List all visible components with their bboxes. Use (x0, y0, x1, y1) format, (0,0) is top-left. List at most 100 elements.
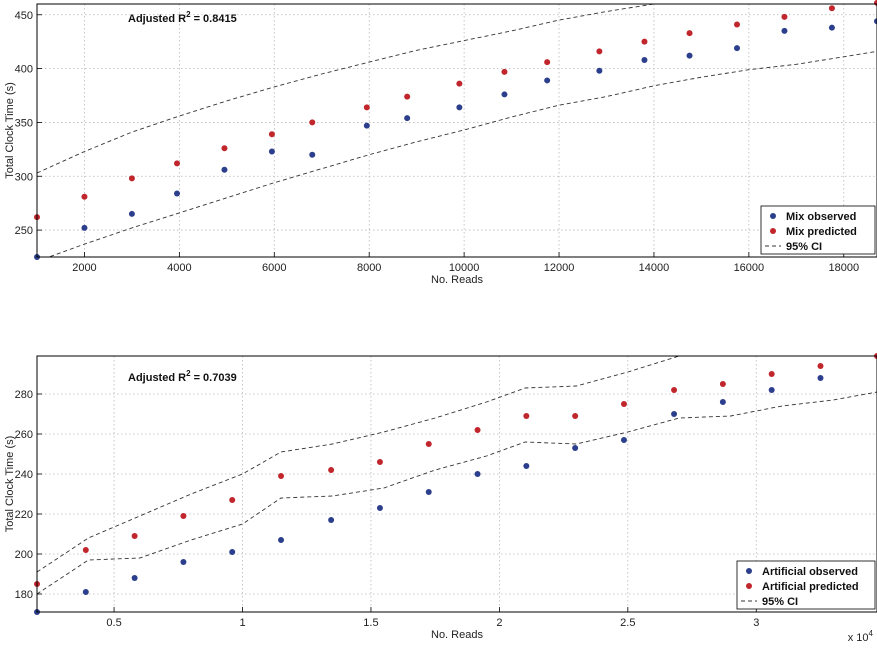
predicted-point (671, 387, 678, 393)
observed-point (474, 471, 481, 477)
x-tick-label: 2000 (72, 262, 96, 274)
predicted-point (523, 413, 530, 419)
legend-mix: Mix observed Mix predicted 95% CI (760, 205, 876, 255)
predicted-point (278, 473, 285, 479)
adjusted-r2-label-mix: Adjusted R2 = 0.8415 (128, 10, 237, 25)
predicted-point (221, 145, 228, 152)
predicted-point (376, 459, 383, 465)
grid-artificial (37, 356, 877, 612)
predicted-point (474, 427, 481, 433)
y-tick-label: 200 (15, 549, 33, 561)
x-tick-label: 18000 (828, 262, 859, 274)
ci-upper-line-mix (37, 4, 658, 174)
legend-marker-predicted-artificial (746, 583, 752, 589)
y-tick-label: 180 (15, 589, 33, 601)
ci-upper-line-artificial (37, 356, 684, 573)
y-axis-label-mix: Total Clock Time (s) (4, 82, 16, 179)
predicted-point (174, 160, 180, 167)
legend-predicted-artificial: Artificial predicted (762, 581, 859, 593)
legend-observed-artificial: Artificial observed (762, 566, 858, 578)
predicted-point (425, 441, 432, 447)
ticks-mix: 2000 4000 6000 8000 10000 12000 14000 16000 1800… (15, 10, 859, 274)
predicted-point (81, 193, 88, 200)
legend-marker-predicted-mix (770, 228, 776, 234)
ticks-artificial: 0.5 1 1.5 2 2.5 3 180 200 220 240 260 280 (15, 389, 760, 629)
ci-band-artificial (37, 356, 877, 595)
predicted-point (229, 497, 236, 503)
r2-value: = 0.8415 (191, 13, 237, 25)
x-tick-label: 4000 (167, 262, 191, 274)
ci-lower-line-mix (47, 50, 877, 257)
observed-point (544, 77, 551, 84)
predicted-point (131, 533, 138, 539)
x-tick-label: 12000 (544, 262, 575, 274)
observed-point (174, 190, 180, 197)
predicted-point (501, 68, 508, 75)
legend-box-artificial (736, 560, 876, 610)
observed-point (768, 387, 775, 393)
legend-artificial: Artificial observed Artificial predicted… (736, 560, 876, 610)
x-tick-label: 14000 (639, 262, 670, 274)
observed-point (128, 210, 135, 217)
x-axis-label-artificial: No. Reads (431, 629, 483, 641)
x-tick-label: 16000 (734, 262, 765, 274)
axes-frame-artificial (36, 355, 877, 613)
x-axis-exponent-label: x 104 (848, 629, 874, 644)
x-tick-label: 2.5 (620, 617, 635, 629)
predicted-point (309, 119, 316, 126)
predicted-point (620, 401, 627, 407)
predicted-point (128, 175, 135, 182)
predicted-point (404, 93, 411, 100)
grid-mix (37, 4, 877, 257)
observed-point (501, 91, 508, 98)
observed-point (523, 463, 530, 469)
r2-sup: 2 (186, 10, 191, 19)
y-tick-label: 300 (15, 171, 33, 183)
r2-value: = 0.7039 (191, 372, 237, 384)
predicted-point (456, 80, 463, 87)
r2-prefix: Adjusted R (128, 372, 186, 384)
ci-lower-line-artificial (37, 391, 877, 595)
x-axis-label-mix: No. Reads (431, 274, 483, 286)
observed-point (781, 27, 788, 34)
observed-point (376, 505, 383, 511)
x-tick-label: 1.5 (363, 617, 378, 629)
observed-point (180, 559, 187, 565)
observed-point (309, 151, 316, 158)
exponent-sup: 4 (869, 629, 874, 638)
observed-point (425, 489, 432, 495)
predicted-point (363, 104, 370, 111)
observed-point (328, 517, 335, 523)
y-tick-label: 240 (15, 469, 33, 481)
legend-ci-mix: 95% CI (786, 241, 822, 253)
predicted-point (596, 48, 603, 55)
chart-artificial: 0.5 1 1.5 2 2.5 3 180 200 220 240 260 280 No. Reads… (4, 353, 877, 644)
y-tick-label: 400 (15, 64, 33, 76)
predicted-point (828, 5, 835, 12)
ci-band-mix (37, 4, 877, 257)
predicted-point (781, 13, 788, 20)
y-axis-label-artificial: Total Clock Time (s) (4, 436, 16, 533)
chart-mix: 2000 4000 6000 8000 10000 12000 14000 16000 1800… (4, 0, 877, 286)
adjusted-r2-label-artificial: Adjusted R2 = 0.7039 (128, 369, 237, 384)
x-tick-label: 1 (239, 617, 245, 629)
observed-point (719, 399, 726, 405)
legend-ci-artificial: 95% CI (762, 596, 798, 608)
observed-point (221, 166, 228, 173)
y-tick-label: 220 (15, 509, 33, 521)
plot-area-mix (37, 4, 877, 257)
predicted-point (268, 131, 275, 138)
predicted-point (82, 547, 89, 553)
x-tick-label: 8000 (357, 262, 381, 274)
predicted-point (734, 21, 740, 28)
observed-point (828, 24, 835, 31)
legend-predicted-mix: Mix predicted (786, 226, 857, 238)
observed-point (131, 575, 138, 581)
exponent-base: x 10 (848, 632, 869, 644)
y-tick-label: 450 (15, 10, 33, 22)
axes-frame-mix (36, 3, 877, 258)
observed-point (572, 445, 579, 451)
predicted-point (719, 381, 726, 387)
predicted-point (686, 30, 693, 37)
